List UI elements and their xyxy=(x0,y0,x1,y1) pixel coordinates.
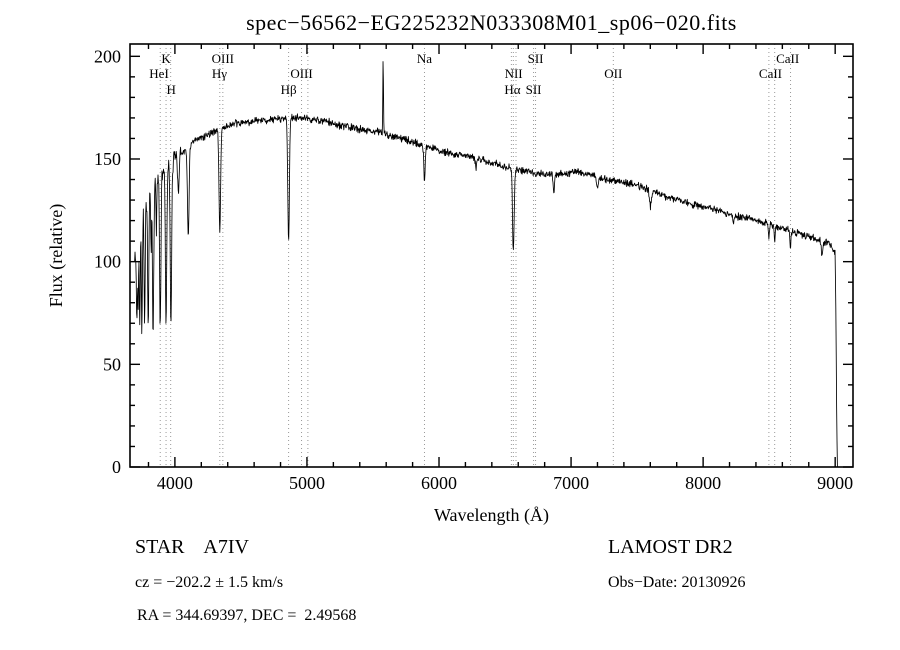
y-axis-title: Flux (relative) xyxy=(46,204,67,307)
y-tick-label: 150 xyxy=(94,149,121,169)
x-tick-label: 7000 xyxy=(553,473,589,493)
spectral-line-label: Hα xyxy=(504,82,520,97)
spectral-line-label: H xyxy=(167,82,176,97)
y-tick-label: 0 xyxy=(112,457,121,477)
spectral-line-label: SII xyxy=(528,51,544,66)
spectrum-trace xyxy=(134,61,839,468)
survey-label: LAMOST DR2 xyxy=(608,536,733,558)
tick-labels: 4000 5000 6000 7000 8000 9000 0 50 100 150 200 xyxy=(94,46,853,493)
x-tick-label: 5000 xyxy=(289,473,325,493)
x-tick-label: 9000 xyxy=(817,473,853,493)
coordinates: RA = 344.69397, DEC = 2.49568 xyxy=(137,607,357,624)
spectral-line-label: CaII xyxy=(776,51,799,66)
y-tick-label: 100 xyxy=(94,252,121,272)
y-tick-label: 200 xyxy=(94,46,121,66)
spectral-line-label: Hγ xyxy=(212,66,227,81)
x-tick-label: 4000 xyxy=(157,473,193,493)
spectral-line-label: OII xyxy=(604,66,622,81)
cz-value: cz = −202.2 ± 1.5 km/s xyxy=(135,574,284,591)
x-tick-label: 8000 xyxy=(685,473,721,493)
spectral-line-label: NII xyxy=(505,66,523,81)
y-tick-label: 50 xyxy=(103,354,121,374)
spectral-line-markers xyxy=(159,44,792,467)
plot-title: spec−56562−EG225232N033308M01_sp06−020.f… xyxy=(246,10,737,35)
spectral-line-label: OIII xyxy=(212,51,234,66)
x-axis-title: Wavelength (Å) xyxy=(434,505,549,526)
spectral-line-label: Na xyxy=(417,51,432,66)
spectral-line-label: CaII xyxy=(759,66,782,81)
spectral-line-label: Hβ xyxy=(281,82,297,97)
spectral-line-label: HeI xyxy=(149,66,169,81)
x-tick-label: 6000 xyxy=(421,473,457,493)
object-class-label: STAR A7IV xyxy=(135,536,249,558)
spectral-line-label: SII xyxy=(526,82,542,97)
plot-frame xyxy=(129,43,854,468)
obs-date: Obs−Date: 20130926 xyxy=(608,574,746,591)
spectral-line-label: OIII xyxy=(290,66,312,81)
spectral-line-label: K xyxy=(161,51,171,66)
axis-ticks xyxy=(130,44,853,468)
